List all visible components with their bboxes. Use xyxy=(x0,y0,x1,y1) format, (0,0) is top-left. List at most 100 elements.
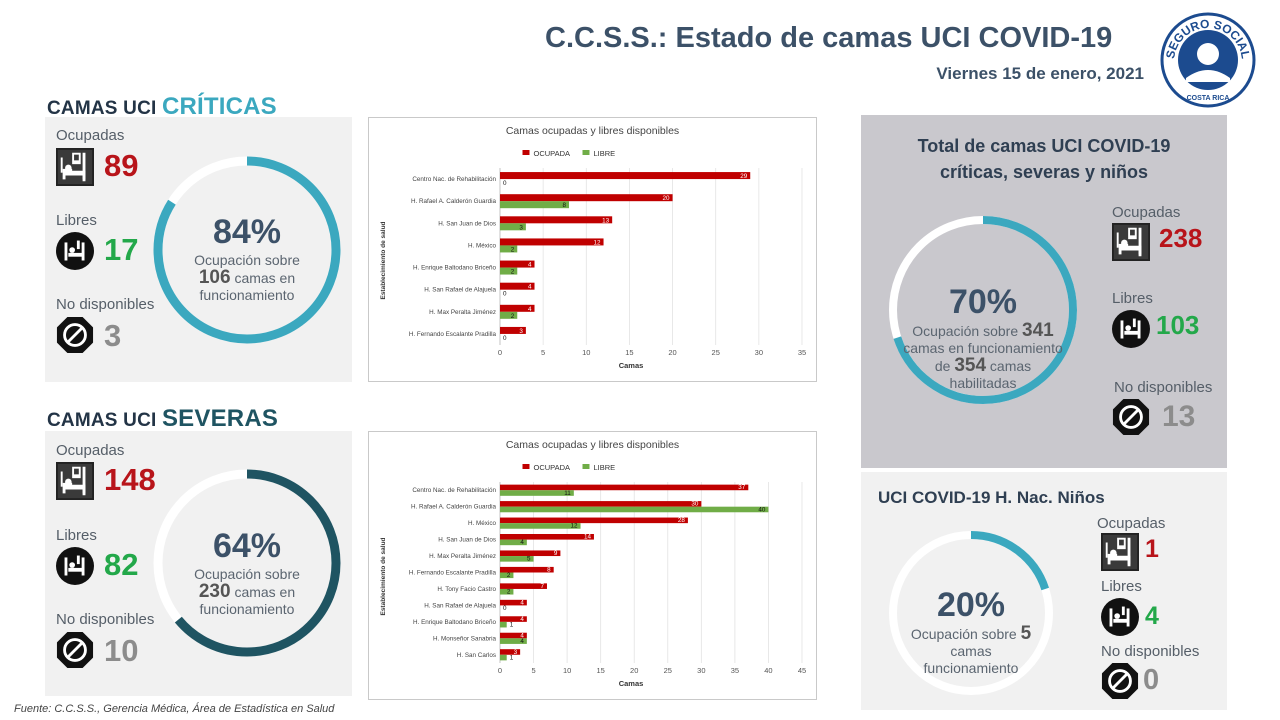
x-tick-label: 20 xyxy=(668,348,676,357)
bar-occupied xyxy=(500,501,702,507)
total-of: de xyxy=(934,358,951,374)
ninos-ring-progress xyxy=(889,531,1053,695)
x-tick-label: 35 xyxy=(798,348,806,357)
severas-bar-chart: Camas ocupadas y libres disponibles OCUPA… xyxy=(380,439,806,688)
x-tick-label: 30 xyxy=(755,348,763,357)
total-free-label: Libres xyxy=(1112,290,1153,307)
bar-occupied xyxy=(500,484,749,491)
bar-free xyxy=(500,621,507,628)
bar-value-label: 12 xyxy=(571,523,579,530)
severas-beds-op: camas en xyxy=(234,584,296,600)
x-tick-label: 10 xyxy=(582,348,590,357)
bar-value-label: 0 xyxy=(503,335,507,342)
total-pct: 70% xyxy=(948,283,1018,321)
criticas-title: CAMAS UCI CRÍTICAS xyxy=(47,93,277,121)
category-label: H. Rafael A. Calderón Guardia xyxy=(411,198,497,205)
bar-value-label: 12 xyxy=(594,239,602,246)
category-label: H. San Juan de Dios xyxy=(438,537,496,544)
criticas-total: 106 xyxy=(198,267,231,288)
criticas-beds-op: camas en xyxy=(234,270,296,286)
bar-value-label: 8 xyxy=(563,202,567,209)
bar-value-label: 2 xyxy=(507,572,511,579)
bar-value-label: 0 xyxy=(503,180,507,187)
unavailable-icon xyxy=(56,631,94,669)
bar-value-label: 4 xyxy=(520,638,524,645)
x-tick-label: 35 xyxy=(731,666,739,675)
category-label: H. Monseñor Sanabria xyxy=(433,635,497,642)
bar-value-label: 4 xyxy=(520,539,524,546)
criticas-chart: Camas ocupadas y libres disponibles OCUPA… xyxy=(368,117,817,382)
bar-free xyxy=(500,245,518,253)
legend-swatch xyxy=(582,150,590,155)
total-ring-text: 70% Ocupación sobre 341 camas en funcion… xyxy=(893,282,1073,392)
x-tick-label: 40 xyxy=(764,666,772,675)
severas-ring-text: 64% Ocupación sobre 230 camas en funcion… xyxy=(182,526,312,618)
x-tick-label: 10 xyxy=(563,666,571,675)
bar-value-label: 5 xyxy=(527,556,531,563)
occupied-bed-icon xyxy=(1101,533,1139,571)
total-title-line2: críticas, severas y niños xyxy=(939,162,1149,182)
bar-value-label: 4 xyxy=(520,599,524,606)
bar-occupied xyxy=(500,216,613,224)
free-bed-icon xyxy=(1112,310,1150,348)
bar-value-label: 3 xyxy=(519,328,523,335)
bar-value-label: 2 xyxy=(507,589,511,596)
bar-value-label: 2 xyxy=(511,246,515,253)
category-label: H. México xyxy=(468,520,496,527)
category-label: H. San Rafael de Alajuela xyxy=(424,287,496,294)
category-label: Centro Nac. de Rehabilitación xyxy=(412,487,496,494)
severas-unavailable-value: 10 xyxy=(104,633,139,668)
x-tick-label: 5 xyxy=(531,666,535,675)
chart-title: Camas ocupadas y libres disponibles xyxy=(506,125,679,137)
category-label: H. Max Peralta Jiménez xyxy=(429,553,496,560)
bar-occupied xyxy=(500,533,594,540)
x-axis-label: Camas xyxy=(619,361,644,370)
total-panel xyxy=(861,115,1227,468)
bar-value-label: 13 xyxy=(602,217,610,224)
severas-title: CAMAS UCI SEVERAS xyxy=(47,405,278,433)
x-tick-label: 15 xyxy=(596,666,604,675)
bar-value-label: 4 xyxy=(528,284,532,291)
criticas-ring-text: 84% Ocupación sobre 106 camas en funcion… xyxy=(182,212,312,304)
bar-value-label: 1 xyxy=(510,654,514,661)
unavailable-icon xyxy=(1112,398,1150,436)
severas-ring xyxy=(153,469,341,657)
ninos-occupied-value: 1 xyxy=(1145,535,1159,563)
category-label: H. México xyxy=(468,242,496,249)
legend-label: OCUPADA xyxy=(534,149,571,158)
severas-free-label: Libres xyxy=(56,527,97,544)
category-label: H. San Juan de Dios xyxy=(438,220,496,227)
unavailable-icon xyxy=(1101,662,1139,700)
total-ring xyxy=(889,216,1077,404)
unavailable-icon xyxy=(56,316,94,354)
x-axis-label: Camas xyxy=(619,679,644,688)
bar-occupied xyxy=(500,326,526,334)
severas-total: 230 xyxy=(198,581,231,602)
ninos-occupied-label: Ocupadas xyxy=(1097,515,1166,532)
ninos-ring xyxy=(889,531,1053,695)
y-axis-label: Establecimiento de salud xyxy=(380,221,387,299)
criticas-title-small: CAMAS UCI xyxy=(47,98,157,119)
bar-occupied xyxy=(500,172,751,180)
x-tick-label: 0 xyxy=(498,348,502,357)
criticas-free-value: 17 xyxy=(104,232,139,267)
bar-occupied xyxy=(500,583,547,589)
bar-value-label: 1 xyxy=(510,621,514,628)
logo-text-bottom: COSTA RICA xyxy=(1187,95,1230,102)
criticas-unavailable-label: No disponibles xyxy=(56,296,155,313)
criticas-occ-over: Ocupación sobre xyxy=(194,252,300,268)
bar-occupied xyxy=(500,282,535,290)
page-title: C.C.S.S.: Estado de camas UCI COVID-19 xyxy=(545,22,1113,54)
bar-occupied xyxy=(500,304,535,312)
ccss-logo: SEGURO SOCIAL COSTA RICA xyxy=(1160,12,1256,108)
occupied-bed-icon xyxy=(56,462,94,500)
occupied-bed-icon xyxy=(1112,223,1150,261)
bar-free xyxy=(500,311,518,319)
total-beds: camas xyxy=(989,358,1032,374)
legend-swatch xyxy=(522,464,530,469)
free-bed-icon xyxy=(1101,598,1139,636)
x-tick-label: 15 xyxy=(625,348,633,357)
total-occupied-value: 238 xyxy=(1159,223,1203,253)
ninos-ring-text: 20% Ocupación sobre 5 camas funcionamien… xyxy=(898,585,1044,677)
category-label: H. Enrique Baltodano Briceño xyxy=(413,265,496,272)
